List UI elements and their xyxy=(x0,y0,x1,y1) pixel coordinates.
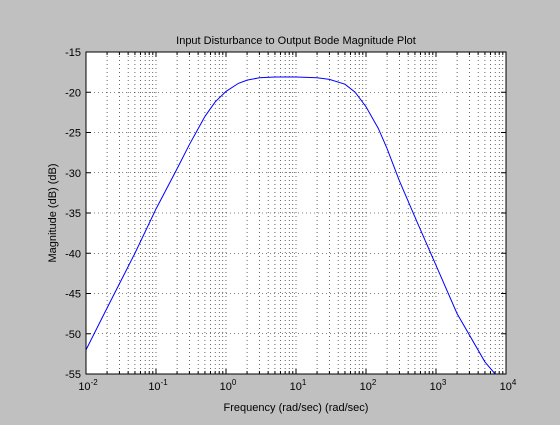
y-tick-label: -15 xyxy=(65,47,81,59)
y-tick-label: -55 xyxy=(65,369,81,381)
y-tick-label: -50 xyxy=(65,329,81,341)
y-tick-label: -30 xyxy=(65,168,81,180)
y-axis-label: Magnitude (dB) (dB) xyxy=(47,163,59,262)
y-tick-label: -40 xyxy=(65,248,81,260)
chart-title: Input Disturbance to Output Bode Magnitu… xyxy=(176,35,416,47)
x-axis-label: Frequency (rad/sec) (rad/sec) xyxy=(224,402,369,414)
y-tick-label: -20 xyxy=(65,87,81,99)
y-tick-labels: -15 -20 -25 -30 -35 -40 -45 -50 -55 xyxy=(65,47,81,381)
y-tick-label: -35 xyxy=(65,208,81,220)
y-tick-label: -25 xyxy=(65,128,81,140)
y-tick-label: -45 xyxy=(65,289,81,301)
